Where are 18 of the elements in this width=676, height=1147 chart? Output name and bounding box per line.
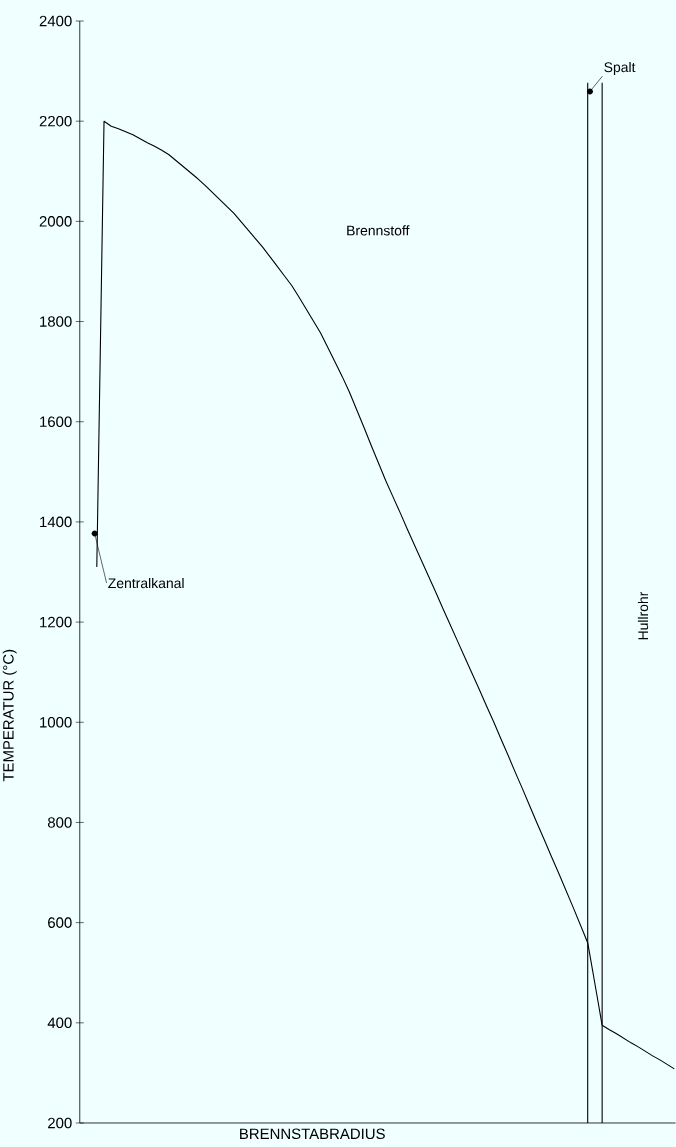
y-tick-label: 200 [48,1117,72,1129]
y-tick-label: 800 [48,817,72,828]
y-tick-label: 600 [48,917,72,928]
y-tick-label: 1200 [40,616,72,628]
y-tick-label: 1600 [40,416,72,428]
y-axis-title: TEMPERATUR (°C) [2,649,17,782]
x-axis-title: BRENNSTABRADIUS [240,1128,385,1140]
y-tick-label: 2200 [39,115,72,127]
y-tick-label: 1800 [40,316,72,327]
annotation: Zentralkanal [108,577,184,589]
annotation: Hullrohr [637,591,649,640]
annotation: Spalt [604,61,636,75]
y-tick-label: 1000 [40,716,72,728]
y-tick-label: 2400 [39,15,72,27]
y-tick-label: 400 [47,1017,72,1029]
y-tick-label: 2000 [39,216,72,227]
y-tick-label: 1400 [40,516,72,528]
annotation: Brennstoff [347,225,410,236]
